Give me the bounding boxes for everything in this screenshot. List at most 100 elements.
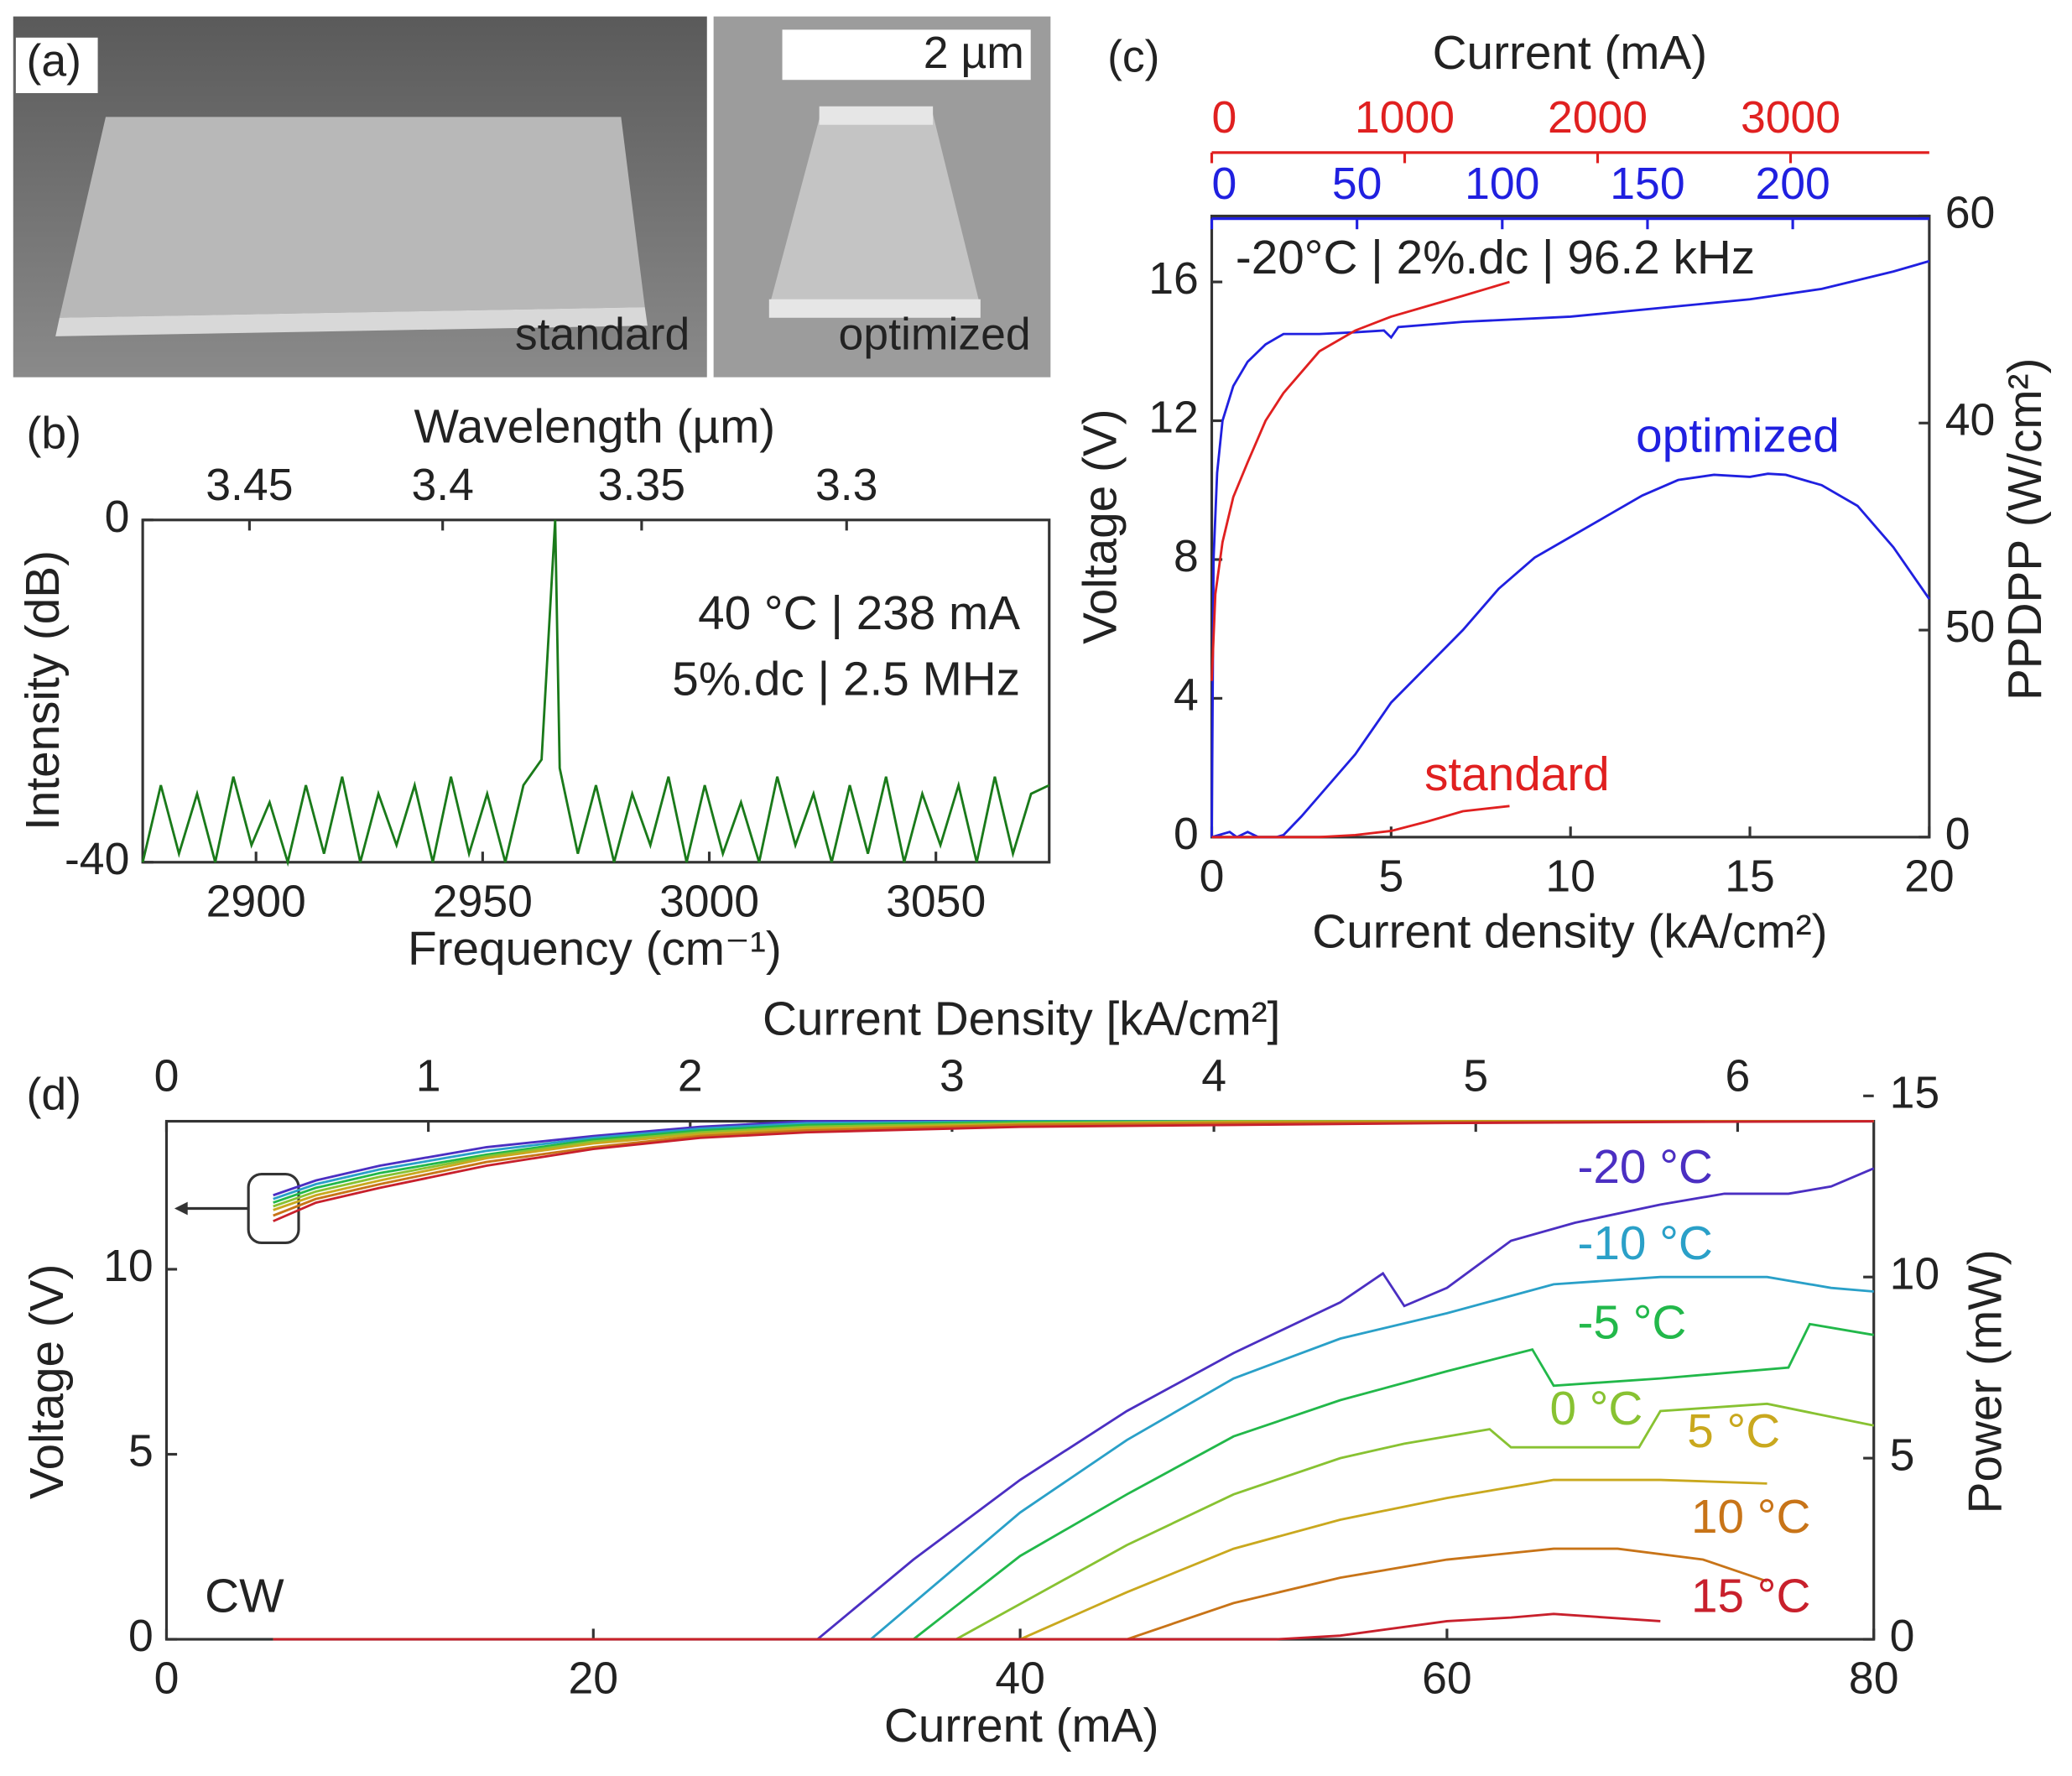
y2-axis-title: PPDPP (W/cm²) bbox=[1999, 358, 2052, 701]
x2-tick-label: 50 bbox=[1332, 159, 1382, 209]
x-tick-label: 2950 bbox=[433, 877, 533, 926]
x-tick-label: 15 bbox=[1725, 852, 1775, 901]
panel-label: (c) bbox=[1107, 33, 1159, 82]
panel-label: (d) bbox=[27, 1070, 81, 1119]
data-line bbox=[273, 1275, 1874, 1641]
data-line bbox=[273, 1402, 1874, 1641]
x2-tick-label: 3 bbox=[940, 1051, 965, 1101]
x-tick-label: 10 bbox=[1545, 852, 1596, 901]
x-tick-label: 80 bbox=[1849, 1654, 1899, 1704]
ridge-top bbox=[819, 106, 934, 125]
x-axis-title: Current (mA) bbox=[884, 1700, 1159, 1753]
annotation: 5%.dc | 2.5 MHz bbox=[672, 654, 1020, 706]
series-label: 15 °C bbox=[1691, 1570, 1810, 1623]
x2-tick-label: 3000 bbox=[1741, 93, 1840, 143]
x2-tick-label: 200 bbox=[1755, 159, 1830, 209]
data-line bbox=[273, 1612, 1661, 1641]
y2-tick-label: 50 bbox=[1945, 602, 1996, 652]
label-box bbox=[15, 37, 98, 93]
ridge-bottom bbox=[768, 299, 981, 318]
data-line bbox=[1211, 805, 1510, 839]
annotation: optimized bbox=[1636, 410, 1840, 463]
x2-tick-label: 3.45 bbox=[206, 461, 293, 510]
x2-tick-label: 150 bbox=[1610, 159, 1684, 209]
caption: optimized bbox=[839, 310, 1031, 360]
y-tick-label: 10 bbox=[103, 1242, 154, 1291]
x2-tick-label: 4 bbox=[1201, 1051, 1226, 1101]
y2-tick-label: 0 bbox=[1945, 810, 1970, 859]
x-tick-label: 60 bbox=[1422, 1654, 1472, 1704]
x2-tick-label: 3.35 bbox=[598, 461, 685, 510]
x2-tick-label: 2 bbox=[678, 1051, 703, 1101]
y-tick-label: 5 bbox=[128, 1427, 154, 1477]
data-line bbox=[141, 519, 1050, 867]
x2-tick-label: 0 bbox=[154, 1051, 180, 1101]
annotation: -20°C | 2%.dc | 96.2 kHz bbox=[1236, 232, 1755, 284]
x-tick-label: 0 bbox=[1200, 852, 1225, 901]
x-tick-label: 3000 bbox=[659, 877, 759, 926]
x2-tick-label: 2000 bbox=[1548, 93, 1648, 143]
x-tick-label: 3050 bbox=[886, 877, 986, 926]
annotation: 40 °C | 238 mA bbox=[698, 587, 1020, 640]
series-label: 0 °C bbox=[1549, 1383, 1643, 1435]
y-tick-label: 0 bbox=[105, 492, 130, 542]
y-tick-label: 4 bbox=[1174, 671, 1199, 721]
x2-axis-title: Wavelength (µm) bbox=[414, 401, 776, 454]
series-label: -10 °C bbox=[1578, 1217, 1713, 1270]
y-tick-label: 16 bbox=[1148, 254, 1199, 304]
y-tick-label: 12 bbox=[1148, 393, 1199, 443]
x2-tick-label: 1 bbox=[416, 1051, 441, 1101]
x-tick-label: 0 bbox=[154, 1654, 180, 1704]
series-label: 5 °C bbox=[1687, 1405, 1780, 1458]
x2-axis-title: Current (mA) bbox=[1433, 27, 1708, 80]
y-axis-title: Intensity (dB) bbox=[17, 550, 70, 831]
y-tick-label: 0 bbox=[1174, 810, 1199, 859]
annotation: CW bbox=[205, 1570, 284, 1623]
x-axis-title: Frequency (cm⁻¹) bbox=[408, 923, 782, 976]
y-axis-title: Voltage (V) bbox=[1074, 409, 1127, 643]
scale-bar-label: 2 µm bbox=[924, 29, 1024, 78]
data-line bbox=[1210, 259, 1930, 837]
series-label: -20 °C bbox=[1578, 1141, 1713, 1194]
x-tick-label: 20 bbox=[569, 1654, 619, 1704]
y2-tick-label: 10 bbox=[1890, 1249, 1940, 1299]
data-line bbox=[1210, 280, 1510, 681]
series-label: 10 °C bbox=[1691, 1491, 1810, 1544]
ridge-standard bbox=[59, 117, 645, 318]
x2-axis-title: Current Density [kA/cm²] bbox=[763, 992, 1280, 1045]
y2-tick-label: 15 bbox=[1890, 1068, 1940, 1117]
x-tick-label: 2900 bbox=[206, 877, 306, 926]
y-tick-label: 0 bbox=[128, 1612, 154, 1661]
x-tick-label: 5 bbox=[1378, 852, 1403, 901]
y-axis-title: Voltage (V) bbox=[21, 1264, 74, 1499]
x2-tick-label: 0 bbox=[1212, 93, 1237, 143]
panel-label: (b) bbox=[27, 409, 81, 459]
annotation: standard bbox=[1424, 748, 1610, 801]
y-tick-label: -40 bbox=[65, 835, 129, 884]
x-axis-title: Current density (kA/cm²) bbox=[1312, 905, 1827, 958]
x-tick-label: 40 bbox=[995, 1654, 1045, 1704]
y2-axis-title: Power (mW) bbox=[1960, 1249, 2012, 1513]
indicator bbox=[174, 1172, 300, 1245]
y2-tick-label: 40 bbox=[1945, 395, 1996, 445]
x2-tick-label: 6 bbox=[1726, 1051, 1751, 1101]
x-tick-label: 20 bbox=[1904, 852, 1955, 901]
x2-tick-label: 0 bbox=[1212, 159, 1237, 209]
plot-frame bbox=[141, 518, 1051, 864]
data-line bbox=[273, 1547, 1767, 1641]
data-line bbox=[273, 1167, 1875, 1641]
ridge-base bbox=[55, 307, 648, 336]
caption: standard bbox=[515, 310, 690, 360]
scale-bar-box bbox=[782, 29, 1031, 81]
x2-tick-label: 1000 bbox=[1355, 93, 1455, 143]
panel-a: 2 µm (a) standard optimized bbox=[13, 16, 1051, 378]
y-tick-label: 8 bbox=[1174, 532, 1199, 581]
y2-tick-label: 0 bbox=[1890, 1612, 1915, 1661]
data-line bbox=[273, 1322, 1874, 1641]
data-line bbox=[273, 1120, 1874, 1222]
ridge-optimized bbox=[768, 108, 981, 308]
panel-label: (a) bbox=[27, 36, 81, 86]
y2-tick-label: 5 bbox=[1890, 1430, 1915, 1480]
series-label: -5 °C bbox=[1578, 1297, 1687, 1350]
